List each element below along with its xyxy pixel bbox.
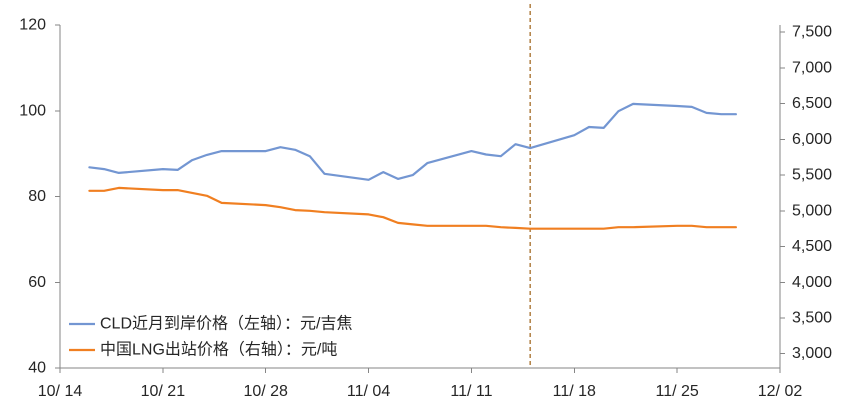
right-y-tick-label: 7,500 (792, 24, 832, 41)
left-y-tick-label: 120 (19, 17, 46, 34)
legend-label-cld: CLD近月到岸价格（左轴）：元/吉焦 (100, 315, 352, 333)
series-lines (88, 102, 737, 230)
right-y-tick-label: 6,000 (792, 131, 832, 148)
right-y-tick-label: 3,000 (792, 345, 832, 362)
x-tick-label: 10/ 14 (38, 383, 83, 400)
legend-label-lng: 中国LNG出站价格（右轴）：元/吨 (100, 341, 337, 359)
right-y-tick-label: 6,500 (792, 95, 832, 112)
x-tick-label: 11/ 11 (450, 383, 492, 400)
x-tick-label: 10/ 28 (243, 383, 288, 400)
right-y-tick-label: 7,000 (792, 59, 832, 76)
series-line-cld (88, 102, 737, 181)
series-line-lng (88, 186, 737, 230)
right-y-axis-ticks: 3,000 3,500 4,000 4,500 5,000 5,500 6,000 6,500… (780, 24, 832, 362)
legend: CLD近月到岸价格（左轴）：元/吉焦 中国LNG出站价格（右轴）：元/吨 (69, 315, 352, 359)
legend-item-lng: 中国LNG出站价格（右轴）：元/吨 (69, 341, 337, 359)
left-y-axis-ticks: 40 60 80 100 120 (19, 17, 60, 377)
right-y-tick-label: 4,000 (792, 274, 832, 291)
right-y-tick-label: 5,500 (792, 167, 832, 184)
legend-item-cld: CLD近月到岸价格（左轴）：元/吉焦 (69, 315, 352, 333)
x-tick-label: 11/ 04 (347, 383, 390, 400)
left-y-tick-label: 100 (19, 102, 46, 119)
x-tick-label: 10/ 21 (141, 383, 186, 400)
right-y-tick-label: 5,000 (792, 202, 832, 219)
right-y-tick-label: 4,500 (792, 238, 832, 255)
x-axis-ticks: 10/ 14 10/ 21 10/ 28 11/ 04 11/ 11 11/ 18 11/ … (38, 368, 803, 400)
left-y-tick-label: 80 (28, 188, 46, 205)
x-tick-label: 11/ 25 (655, 383, 698, 400)
x-tick-label: 12/ 02 (758, 383, 803, 400)
left-y-tick-label: 40 (28, 360, 46, 377)
right-y-tick-label: 3,500 (792, 309, 832, 326)
x-tick-label: 11/ 18 (553, 383, 596, 400)
left-y-tick-label: 60 (28, 274, 46, 291)
